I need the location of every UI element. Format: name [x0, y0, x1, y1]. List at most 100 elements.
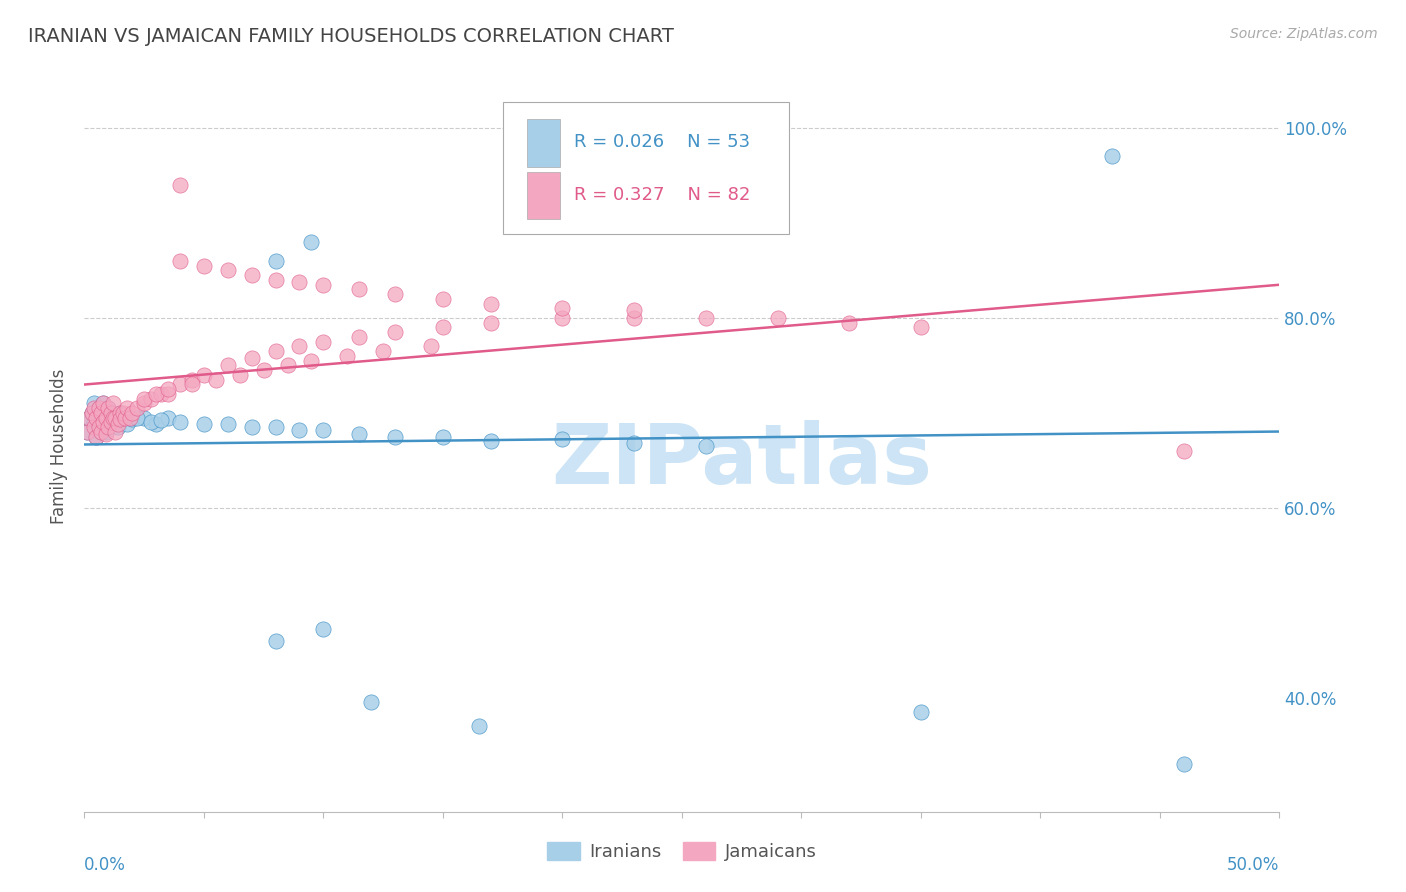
Point — [193, 259, 215, 273]
Point — [125, 401, 148, 415]
Point — [240, 420, 263, 434]
Point — [111, 406, 134, 420]
Point — [1101, 149, 1123, 163]
Point — [97, 420, 120, 434]
FancyBboxPatch shape — [527, 119, 560, 167]
Point — [76, 425, 98, 439]
Point — [169, 415, 191, 429]
Point — [77, 410, 100, 425]
Point — [479, 434, 502, 449]
Point — [623, 436, 645, 450]
Legend: Iranians, Jamaicans: Iranians, Jamaicans — [540, 835, 824, 869]
Point — [86, 429, 108, 443]
Point — [312, 623, 335, 637]
Point — [432, 292, 454, 306]
Point — [87, 401, 110, 415]
Point — [76, 425, 98, 439]
Point — [87, 401, 110, 415]
Point — [111, 410, 134, 425]
Point — [93, 396, 115, 410]
Point — [118, 410, 141, 425]
Point — [253, 363, 276, 377]
Point — [181, 377, 204, 392]
Point — [157, 382, 180, 396]
Point — [93, 415, 115, 429]
Point — [264, 420, 287, 434]
Y-axis label: Family Households: Family Households — [51, 368, 69, 524]
Point — [264, 273, 287, 287]
Point — [87, 420, 110, 434]
Point — [349, 282, 371, 296]
Point — [169, 253, 191, 268]
Point — [97, 401, 120, 415]
Text: 0.0%: 0.0% — [84, 855, 127, 873]
Point — [288, 275, 311, 289]
Point — [910, 320, 932, 334]
Point — [264, 344, 287, 359]
Point — [288, 339, 311, 353]
Point — [86, 410, 108, 425]
Point — [100, 406, 122, 420]
Point — [240, 268, 263, 282]
Point — [77, 410, 100, 425]
FancyBboxPatch shape — [527, 171, 560, 219]
Point — [125, 410, 148, 425]
Point — [100, 406, 122, 420]
Point — [217, 417, 239, 432]
Point — [121, 412, 143, 426]
Point — [132, 392, 156, 406]
Point — [384, 429, 406, 443]
Point — [695, 439, 717, 453]
Point — [205, 372, 228, 386]
Point — [193, 417, 215, 432]
Point — [312, 423, 335, 437]
Point — [80, 406, 103, 420]
Point — [551, 310, 574, 325]
Point — [94, 425, 117, 439]
Point — [838, 316, 860, 330]
Point — [90, 406, 112, 420]
Point — [432, 320, 454, 334]
Point — [384, 325, 406, 339]
Point — [910, 705, 932, 719]
Text: 50.0%: 50.0% — [1227, 855, 1279, 873]
Point — [336, 349, 359, 363]
Point — [157, 410, 180, 425]
Point — [301, 235, 323, 249]
Point — [110, 406, 132, 420]
Point — [432, 429, 454, 443]
Point — [349, 330, 371, 344]
Point — [312, 277, 335, 292]
Point — [93, 415, 115, 429]
Point — [1173, 443, 1195, 458]
Point — [101, 396, 124, 410]
Point — [141, 392, 163, 406]
Text: R = 0.327    N = 82: R = 0.327 N = 82 — [575, 186, 751, 204]
Point — [264, 253, 287, 268]
Point — [94, 410, 117, 425]
Point — [373, 344, 395, 359]
Point — [132, 410, 156, 425]
Point — [623, 310, 645, 325]
Point — [86, 429, 108, 443]
Point — [217, 358, 239, 372]
Point — [121, 406, 143, 420]
Point — [83, 415, 105, 429]
Point — [149, 413, 172, 427]
Point — [301, 353, 323, 368]
Point — [90, 406, 112, 420]
Point — [312, 334, 335, 349]
Point — [157, 386, 180, 401]
Point — [97, 401, 120, 415]
Point — [141, 415, 163, 429]
Text: R = 0.026    N = 53: R = 0.026 N = 53 — [575, 134, 751, 152]
Point — [107, 417, 129, 432]
Point — [101, 410, 124, 425]
Point — [264, 633, 287, 648]
Point — [1173, 757, 1195, 772]
Point — [104, 425, 127, 439]
Point — [90, 425, 112, 439]
Point — [87, 420, 110, 434]
Point — [551, 433, 574, 447]
Point — [145, 386, 167, 401]
